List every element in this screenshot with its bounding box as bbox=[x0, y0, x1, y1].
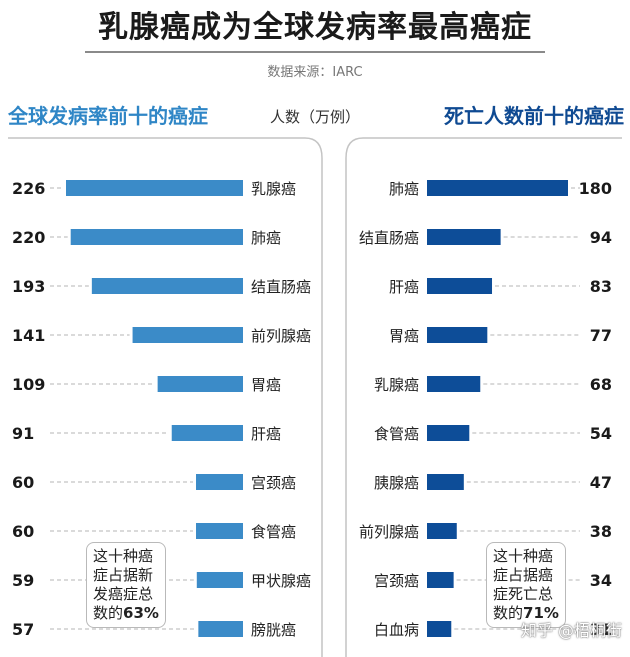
right-note-line4: 数的71% bbox=[493, 604, 559, 622]
right-bar bbox=[427, 229, 501, 245]
right-category-label: 胰腺癌 bbox=[374, 474, 419, 492]
left-note-line1: 这十种癌 bbox=[93, 547, 154, 565]
left-bar bbox=[171, 425, 243, 441]
left-note-percent: 63% bbox=[123, 604, 159, 622]
left-value-label: 193 bbox=[12, 277, 45, 296]
left-category-label: 膀胱癌 bbox=[251, 621, 296, 639]
right-chart-title: 死亡人数前十的癌症 bbox=[444, 104, 624, 128]
left-bar bbox=[157, 376, 243, 392]
right-value-label: 38 bbox=[590, 522, 612, 541]
right-value-label: 68 bbox=[590, 375, 612, 394]
right-category-label: 肝癌 bbox=[389, 278, 419, 296]
unit-label: 人数（万例） bbox=[270, 108, 361, 126]
left-bar bbox=[132, 327, 243, 343]
left-bar bbox=[66, 180, 243, 196]
right-value-label: 31 bbox=[590, 620, 612, 639]
right-bar bbox=[427, 523, 457, 539]
right-note-line2: 症占据癌 bbox=[493, 566, 554, 584]
left-value-label: 226 bbox=[12, 179, 45, 198]
left-note-line2: 症占据新 bbox=[93, 566, 154, 584]
left-value-label: 220 bbox=[12, 228, 45, 247]
left-bar bbox=[70, 229, 243, 245]
left-category-label: 胃癌 bbox=[251, 376, 281, 394]
left-value-label: 57 bbox=[12, 620, 34, 639]
left-category-label: 宫颈癌 bbox=[251, 474, 296, 492]
right-value-label: 77 bbox=[590, 326, 612, 345]
right-category-label: 食管癌 bbox=[374, 425, 419, 443]
left-value-label: 60 bbox=[12, 473, 34, 492]
right-summary-note: 这十种癌 症占据癌 症死亡总 数的71% bbox=[486, 542, 566, 628]
left-category-label: 食管癌 bbox=[251, 523, 296, 541]
right-bar bbox=[427, 572, 454, 588]
right-category-label: 结直肠癌 bbox=[359, 229, 419, 247]
right-value-label: 180 bbox=[579, 179, 612, 198]
right-bar bbox=[427, 376, 481, 392]
title-divider bbox=[85, 51, 545, 53]
left-value-label: 91 bbox=[12, 424, 34, 443]
right-bar bbox=[427, 474, 464, 490]
right-value-label: 94 bbox=[590, 228, 612, 247]
left-value-label: 60 bbox=[12, 522, 34, 541]
left-bar bbox=[91, 278, 244, 294]
right-bar bbox=[427, 327, 488, 343]
left-category-label: 前列腺癌 bbox=[251, 327, 311, 345]
left-chart-title: 全球发病率前十的癌症 bbox=[8, 104, 208, 128]
left-note-line4: 数的63% bbox=[93, 604, 159, 622]
left-category-label: 结直肠癌 bbox=[251, 278, 311, 296]
right-category-label: 胃癌 bbox=[389, 327, 419, 345]
left-value-label: 109 bbox=[12, 375, 45, 394]
right-note-percent: 71% bbox=[523, 604, 559, 622]
left-category-label: 肝癌 bbox=[251, 425, 281, 443]
right-bar bbox=[427, 180, 568, 196]
left-panel-border bbox=[8, 137, 323, 657]
left-note-line3: 发癌症总 bbox=[93, 585, 154, 603]
right-value-label: 83 bbox=[590, 277, 612, 296]
right-panel-border bbox=[345, 137, 622, 657]
right-bar bbox=[427, 278, 493, 294]
right-bar bbox=[427, 621, 452, 637]
left-summary-note: 这十种癌 症占据新 发癌症总 数的63% bbox=[86, 542, 166, 628]
right-note-line1: 这十种癌 bbox=[493, 547, 554, 565]
page-title: 乳腺癌成为全球发病率最高癌症 bbox=[98, 10, 532, 45]
right-value-label: 34 bbox=[590, 571, 612, 590]
left-bar-chart: 226 乳腺癌 220 肺癌 193 结直肠癌 141 前列腺癌 109 胃癌 91 肝癌 60 宫颈癌 6… bbox=[12, 179, 311, 639]
left-value-label: 141 bbox=[12, 326, 45, 345]
data-source: 数据来源：IARC bbox=[267, 65, 363, 80]
right-category-label: 肺癌 bbox=[389, 180, 419, 198]
left-value-label: 59 bbox=[12, 571, 34, 590]
right-category-label: 前列腺癌 bbox=[359, 523, 419, 541]
right-category-label: 乳腺癌 bbox=[374, 376, 419, 394]
left-category-label: 甲状腺癌 bbox=[251, 572, 311, 590]
watermark: 知乎 @梧桐街 bbox=[520, 621, 622, 640]
right-value-label: 47 bbox=[590, 473, 612, 492]
right-category-label: 白血病 bbox=[374, 621, 419, 639]
left-bar bbox=[196, 474, 243, 490]
left-category-label: 乳腺癌 bbox=[251, 180, 296, 198]
left-bar bbox=[198, 621, 243, 637]
right-value-label: 54 bbox=[590, 424, 612, 443]
left-bar bbox=[196, 572, 243, 588]
right-category-label: 宫颈癌 bbox=[374, 572, 419, 590]
right-bar-chart: 肺癌 180 结直肠癌 94 肝癌 83 胃癌 77 乳腺癌 68 食管癌 54 胰腺癌 47 前列腺癌 38… bbox=[359, 179, 612, 639]
left-bar bbox=[196, 523, 243, 539]
right-note-line3: 症死亡总 bbox=[493, 585, 554, 603]
right-bar bbox=[427, 425, 470, 441]
left-category-label: 肺癌 bbox=[251, 229, 281, 247]
